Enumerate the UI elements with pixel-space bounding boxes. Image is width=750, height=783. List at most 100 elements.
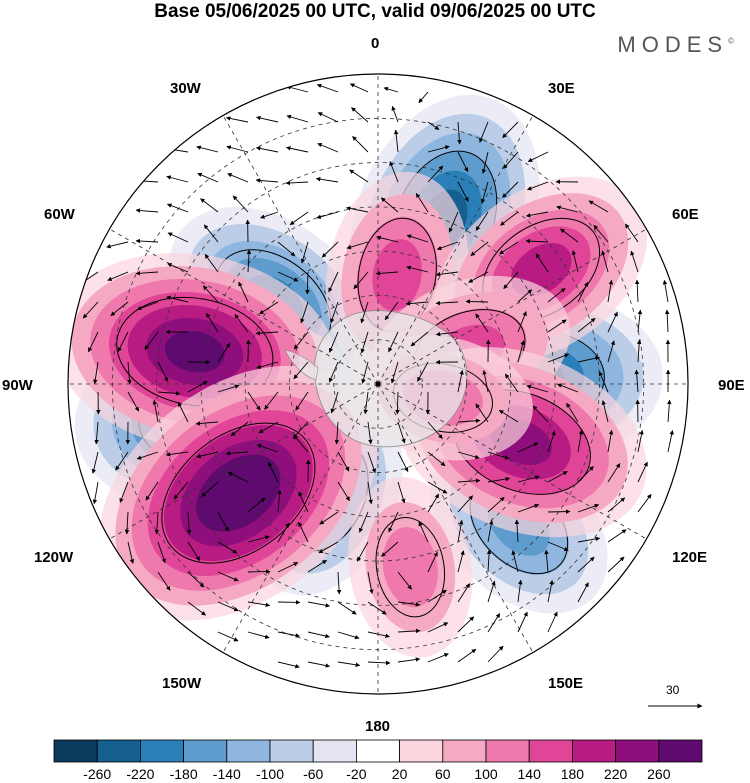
wind-vector [349,169,369,183]
wind-vector [226,145,249,153]
wind-vector [360,301,369,324]
wind-vector [260,211,279,219]
wind-vector [367,481,373,505]
wind-vector [598,371,609,393]
wind-vector [361,361,369,384]
wind-vector [532,405,549,423]
wind-vector [557,383,579,393]
colorbar-swatch [485,739,530,763]
wind-vector [255,178,279,183]
wind-vector [321,241,339,258]
label-lon-120w: 120W [34,549,74,566]
wind-vector [547,509,571,514]
wind-vector [427,481,448,494]
colorbar-tick-label: -100 [255,766,285,782]
wind-vector [307,661,331,668]
wind-vector [397,601,421,607]
wind-vector [345,206,369,213]
wind-vector [319,511,339,525]
wind-vector [255,330,279,336]
wind-vector [285,180,309,186]
wind-vector [334,421,340,445]
wind-vector [636,339,642,363]
colorbar-swatch [355,739,400,763]
wind-vector [607,311,618,333]
wind-vector [427,145,450,153]
wind-vector [457,495,474,513]
colorbar-tick-label: 140 [517,766,541,782]
wind-vector [457,451,480,460]
label-lon-60w: 60W [44,206,75,223]
wind-vector [435,331,459,337]
wind-vector [547,353,570,363]
label-lon-0: 0 [371,35,380,52]
wind-vector [577,281,589,303]
wind-vector [504,373,519,393]
wind-vector [547,541,569,552]
wind-vector [115,451,129,471]
wind-vector [307,601,331,608]
wind-vector [427,451,446,467]
wind-vector [517,311,527,333]
wind-vector [337,451,350,472]
wind-vector [166,203,189,213]
brand-logo: MODES© [617,32,734,58]
colorbar-tick-label: 260 [647,766,671,782]
colorbar-tick-label: 100 [474,766,498,782]
label-lon-60e: 60E [672,206,699,223]
wind-vector [157,571,171,591]
wind-vector [203,224,219,243]
wind-vector [119,481,129,503]
label-lon-180: 180 [365,718,391,735]
anomaly-high-125w [99,365,378,621]
wind-vector [293,434,309,453]
wind-vector [328,361,339,383]
wind-vector [135,238,159,244]
wind-vector [246,249,252,273]
wind-vector [337,481,350,502]
wind-vector [247,535,270,543]
wind-vector [487,580,496,603]
colorbar-swatch [528,739,573,763]
wind-vector [127,391,140,412]
wind-vector [487,613,501,633]
wind-vector [381,541,399,557]
wind-vector [305,271,310,295]
wind-vector [415,193,429,213]
wind-vector [328,331,339,353]
wind-vector [367,571,374,595]
wind-vector [607,529,627,543]
wind-vector [277,562,299,573]
wind-vector [144,331,159,350]
wind-vector [349,83,369,93]
anomaly-high-165e [348,476,473,658]
wind-vector [300,301,309,324]
wind-vector [418,521,429,543]
wind-vector [232,195,249,213]
colorbar-swatch [312,739,357,763]
wind-vector [517,442,539,453]
wind-vector [427,165,444,183]
wind-vector [247,631,270,639]
wind-vector [217,343,231,363]
wind-vector [227,173,249,183]
colorbar-tick-label: 180 [560,766,585,782]
label-lon-90w: 90W [2,377,33,394]
colorbar [53,739,703,763]
wind-vector [238,281,249,303]
wind-vector [637,429,644,453]
wind-vector [475,313,489,333]
wind-vector [637,309,643,333]
colorbar-tick-label: -60 [303,766,324,782]
wind-vector [358,511,369,533]
wind-vector [187,541,201,561]
wind-vector [487,496,505,513]
wind-vector [667,399,672,423]
wind-vector [186,511,192,535]
wind-vector [517,503,540,513]
wind-vector [577,556,595,573]
wind-vector [375,271,399,276]
colorbar-tick-label: -140 [212,766,241,782]
wind-vector [256,361,279,369]
